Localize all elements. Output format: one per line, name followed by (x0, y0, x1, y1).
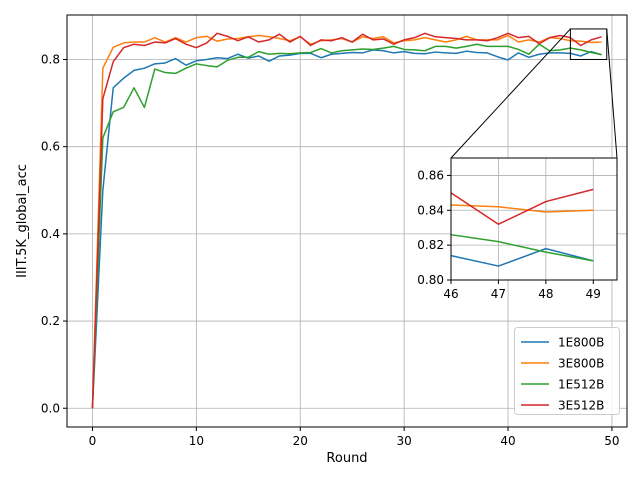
inset-series-line-3e512b (450, 188, 594, 225)
inset-y-tick-label: 0.80 (417, 273, 444, 287)
inset-frame (450, 157, 618, 281)
series-line-1e800b (91, 49, 602, 409)
x-tick-label: 40 (500, 434, 515, 448)
legend: 1E800B 3E800B 1E512B 3E512B (514, 327, 620, 415)
inset-x-tick-label: 49 (586, 287, 601, 301)
main-axes-frame (66, 14, 628, 428)
zoom-connector-line (450, 28, 571, 159)
y-tick-label: 0.4 (41, 227, 60, 241)
inset-y-tick-label: 0.86 (417, 168, 444, 182)
zoom-connector-line (606, 28, 618, 159)
x-axis-label: Round (326, 451, 367, 466)
inset-ticks: 46 47 48 49 0.80 0.82 0.84 0.86 (417, 168, 601, 301)
inset-series-line-3e800b (450, 204, 594, 213)
inset-series-line-1e800b (450, 247, 594, 267)
x-tick-label: 50 (604, 434, 619, 448)
inset-axes: 46 47 48 49 0.80 0.82 0.84 0.86 (417, 157, 618, 301)
main-ticks: 0 10 20 30 40 50 0.0 0.2 0.4 0.6 0.8 (41, 52, 620, 448)
main-grid (67, 15, 627, 427)
y-tick-label: 0.8 (41, 52, 60, 66)
series-line-1e512b (91, 43, 602, 409)
legend-label: 3E512B (558, 399, 604, 413)
x-tick-label: 30 (397, 434, 412, 448)
y-tick-label: 0.6 (41, 140, 60, 154)
legend-label: 3E800B (558, 357, 604, 371)
x-tick-label: 20 (293, 434, 308, 448)
legend-label: 1E512B (558, 378, 604, 392)
series-line-3e512b (91, 32, 602, 409)
inset-x-tick-label: 48 (538, 287, 553, 301)
y-tick-label: 0.2 (41, 314, 60, 328)
x-tick-label: 10 (189, 434, 204, 448)
inset-series-line-1e512b (450, 233, 594, 262)
inset-y-tick-label: 0.84 (417, 203, 444, 217)
y-axis-label: IIIT.5K_global_acc (15, 164, 30, 278)
x-tick-label: 0 (89, 434, 97, 448)
main-plot-area (91, 32, 602, 409)
legend-label: 1E800B (558, 336, 604, 350)
inset-x-tick-label: 47 (491, 287, 506, 301)
inset-x-tick-label: 46 (443, 287, 458, 301)
zoom-region-box (569, 28, 608, 60)
legend-box (514, 327, 620, 415)
y-tick-label: 0.0 (41, 401, 60, 415)
inset-y-tick-label: 0.82 (417, 238, 444, 252)
inset-plot-area (450, 188, 594, 267)
zoom-indicator (450, 28, 618, 159)
